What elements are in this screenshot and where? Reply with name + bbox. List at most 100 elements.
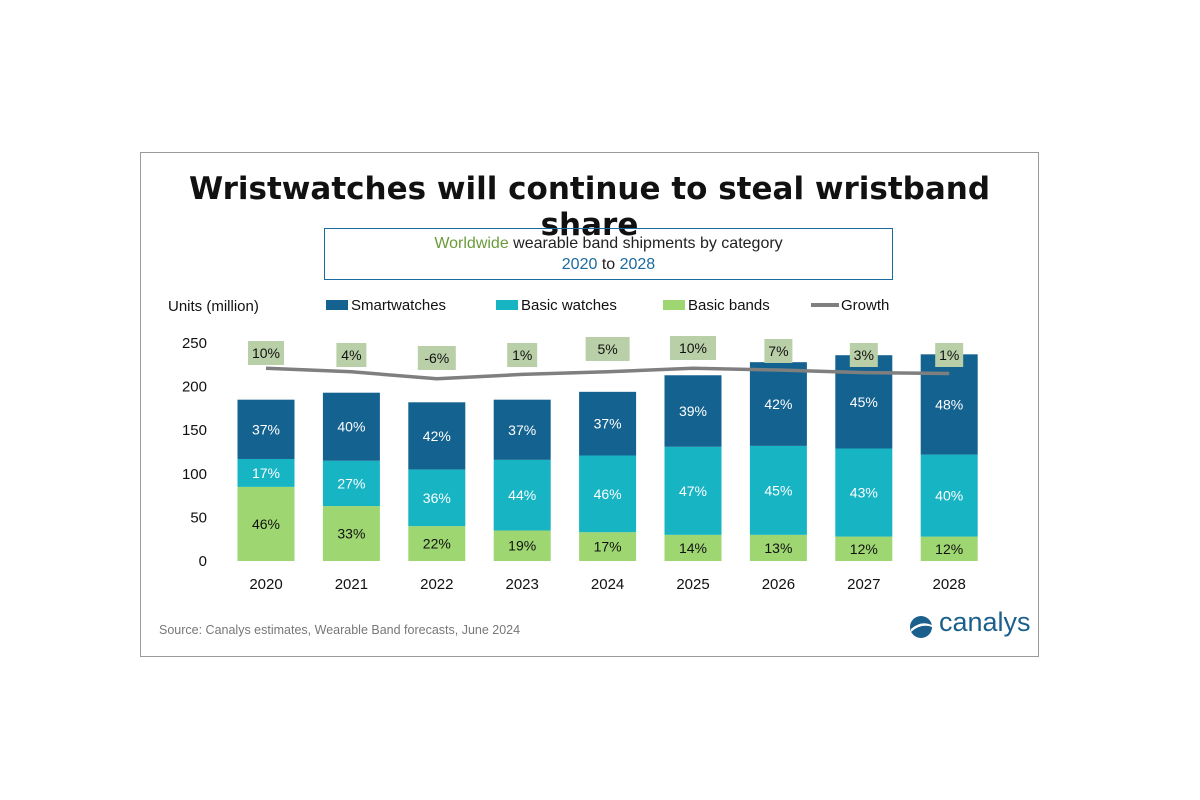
y-tick-label: 50 <box>190 509 207 526</box>
chart-subtitle: Worldwide wearable band shipments by cat… <box>324 228 893 280</box>
growth-label-box <box>935 343 964 367</box>
growth-label: 1% <box>512 347 532 363</box>
subtitle-year-end: 2028 <box>619 256 656 273</box>
data-label-basic-watches: 43% <box>850 485 878 501</box>
legend-label-basic-bands: Basic bands <box>688 297 770 314</box>
growth-label-box <box>507 343 538 367</box>
data-label-basic-bands: 13% <box>764 540 792 556</box>
stacked-bar-chart: Units (million) Smartwatches Basic watches… <box>168 297 978 593</box>
bar-basic-watches <box>579 455 637 533</box>
bar-basic-watches <box>322 460 380 507</box>
data-label-smartwatches: 42% <box>423 428 451 444</box>
bar-basic-bands <box>749 534 807 561</box>
bar-basic-bands <box>237 486 295 561</box>
canalys-logo-icon <box>910 616 932 638</box>
data-label-basic-bands: 14% <box>679 540 707 556</box>
x-tick-label: 2027 <box>847 576 880 593</box>
growth-label: 10% <box>679 340 707 356</box>
bar-smartwatches <box>749 362 807 446</box>
growth-label-box <box>670 336 716 360</box>
bar-basic-bands <box>920 536 978 561</box>
legend-label-smartwatches: Smartwatches <box>351 297 446 314</box>
data-label-basic-bands: 12% <box>935 541 963 557</box>
chart-card: Wristwatches will continue to steal wris… <box>140 152 1039 657</box>
data-label-basic-watches: 17% <box>252 465 280 481</box>
growth-label-box <box>248 341 284 365</box>
bar-basic-watches <box>493 459 551 531</box>
growth-label-box <box>417 346 456 370</box>
bar-smartwatches <box>579 391 637 456</box>
bar-basic-watches <box>920 454 978 537</box>
bar-basic-watches <box>749 445 807 535</box>
bar-basic-watches <box>664 446 722 535</box>
x-tick-label: 2020 <box>249 576 282 593</box>
legend-swatch-basic-bands <box>663 300 685 310</box>
bar-basic-bands <box>835 536 893 561</box>
bar-basic-watches <box>408 469 466 527</box>
x-tick-label: 2028 <box>933 576 966 593</box>
data-label-smartwatches: 40% <box>337 419 365 435</box>
legend-label-growth: Growth <box>841 297 889 314</box>
x-tick-label: 2021 <box>335 576 368 593</box>
legend-swatch-smartwatches <box>326 300 348 310</box>
growth-label-box <box>336 343 367 367</box>
subtitle-to: to <box>597 256 620 273</box>
subtitle-line1: wearable band shipments by category <box>508 235 783 252</box>
data-label-smartwatches: 48% <box>935 396 963 412</box>
growth-label-box <box>849 343 878 367</box>
y-tick-label: 150 <box>182 422 207 439</box>
bar-basic-watches <box>237 458 295 487</box>
data-label-basic-bands: 19% <box>508 538 536 554</box>
bar-basic-watches <box>835 448 893 537</box>
data-label-basic-watches: 36% <box>423 490 451 506</box>
data-label-smartwatches: 45% <box>850 394 878 410</box>
growth-label: 7% <box>768 343 788 359</box>
data-label-smartwatches: 39% <box>679 403 707 419</box>
data-label-basic-watches: 40% <box>935 488 963 504</box>
legend-swatch-basic-watches <box>496 300 518 310</box>
logo-text: canalys <box>939 607 1031 637</box>
x-tick-label: 2024 <box>591 576 624 593</box>
y-tick-label: 100 <box>182 466 207 483</box>
x-tick-label: 2026 <box>762 576 795 593</box>
growth-label: 3% <box>854 347 874 363</box>
data-label-basic-watches: 47% <box>679 483 707 499</box>
growth-line <box>265 366 950 381</box>
growth-label: 4% <box>341 347 361 363</box>
x-tick-label: 2023 <box>506 576 539 593</box>
bar-smartwatches <box>408 402 466 470</box>
bar-basic-bands <box>493 530 551 561</box>
data-label-basic-bands: 33% <box>337 526 365 542</box>
data-label-smartwatches: 37% <box>594 416 622 432</box>
subtitle-worldwide: Worldwide <box>434 235 509 252</box>
legend-label-basic-watches: Basic watches <box>521 297 617 314</box>
bar-smartwatches <box>322 392 380 461</box>
source-note: Source: Canalys estimates, Wearable Band… <box>159 623 521 637</box>
data-label-basic-bands: 22% <box>423 536 451 552</box>
y-tick-label: 0 <box>199 553 207 570</box>
growth-label-box <box>764 339 793 363</box>
data-label-smartwatches: 37% <box>508 422 536 438</box>
bar-basic-bands <box>408 526 466 561</box>
data-label-basic-bands: 12% <box>850 541 878 557</box>
bar-smartwatches <box>664 375 722 447</box>
subtitle-year-start: 2020 <box>561 256 598 273</box>
growth-label: 10% <box>252 345 280 361</box>
bar-basic-bands <box>664 534 722 561</box>
growth-label-box <box>585 337 630 361</box>
bar-smartwatches <box>237 399 295 459</box>
data-label-basic-watches: 27% <box>337 475 365 491</box>
growth-label: 5% <box>597 341 617 357</box>
bar-smartwatches <box>920 354 978 455</box>
bar-basic-bands <box>579 532 637 561</box>
x-tick-label: 2025 <box>676 576 709 593</box>
data-label-smartwatches: 37% <box>252 421 280 437</box>
y-tick-label: 250 <box>182 335 207 352</box>
y-tick-label: 200 <box>182 379 207 396</box>
bar-basic-bands <box>322 506 380 561</box>
data-label-basic-watches: 44% <box>508 487 536 503</box>
growth-label: 1% <box>939 347 959 363</box>
data-label-smartwatches: 42% <box>764 396 792 412</box>
data-label-basic-bands: 17% <box>594 539 622 555</box>
bar-smartwatches <box>493 399 551 460</box>
